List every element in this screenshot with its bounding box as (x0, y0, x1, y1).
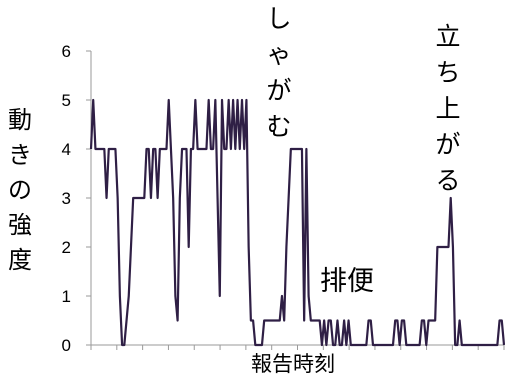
annotation-stand-up-char: る (435, 166, 460, 195)
x-axis-label: 報告時刻 (251, 352, 335, 376)
y-tick-label: 3 (62, 189, 71, 208)
annotation-defecation: 排便 (320, 266, 374, 297)
annotation-stand-up-char: が (435, 130, 460, 159)
y-tick-label: 2 (62, 238, 71, 257)
series-line-0 (89, 98, 505, 347)
annotation-stand-up-char: 上 (435, 94, 460, 123)
series-layer (89, 98, 505, 347)
annotation-stand-up-char: ち (435, 58, 460, 87)
annotation-stand-up-char: 立 (435, 22, 460, 51)
y-axis-ticks: 0 1 2 3 4 5 6 (62, 42, 91, 355)
y-axis-label-char: 度 (8, 246, 32, 274)
y-axis-label-char: 動 (8, 106, 32, 134)
annotation-crouch-char: む (266, 112, 291, 141)
y-axis-label-char: の (8, 176, 32, 204)
annotation-crouch-char: し (266, 4, 291, 33)
y-axis-label-char: き (8, 141, 32, 169)
y-tick-label: 1 (62, 287, 71, 306)
y-axis-label-char: 強 (8, 211, 32, 239)
y-tick-label: 6 (62, 42, 71, 61)
y-tick-label: 4 (62, 140, 71, 159)
annotation-crouch-char: が (266, 76, 291, 105)
y-tick-label: 0 (62, 336, 71, 355)
y-tick-label: 5 (62, 91, 71, 110)
x-axis-ticks (90, 345, 505, 350)
annotation-crouch-char: ゃ (266, 40, 291, 69)
